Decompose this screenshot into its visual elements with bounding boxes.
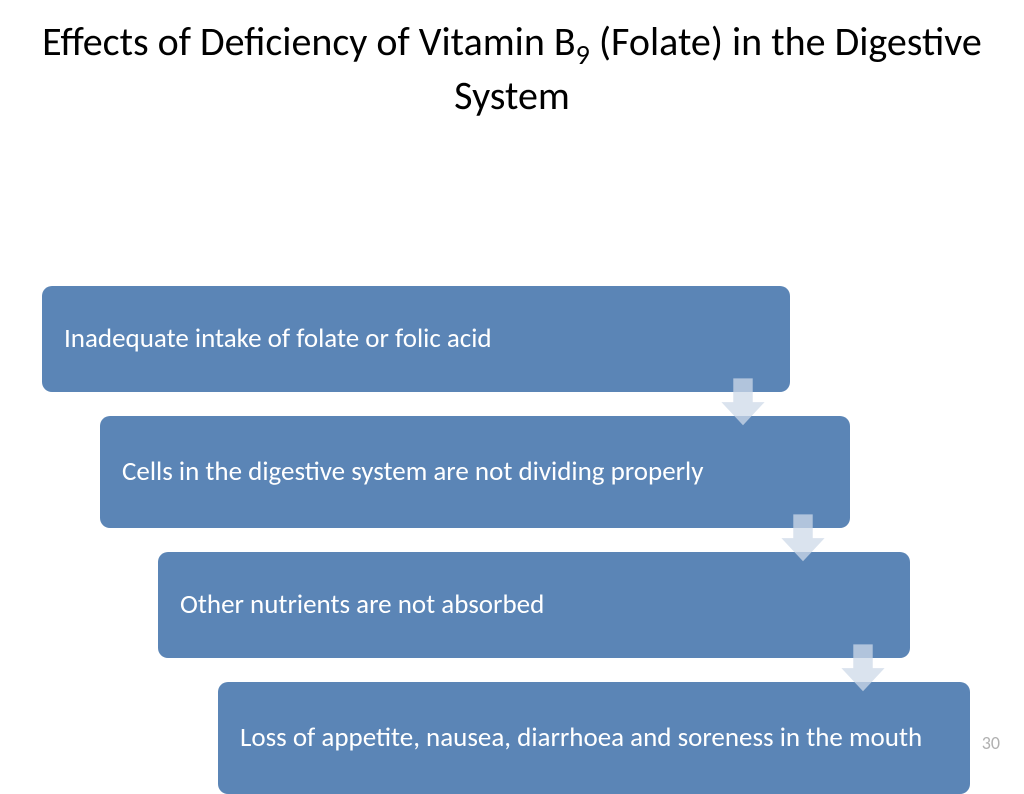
title-pre: Effects of Deficiency of Vitamin B — [42, 17, 576, 66]
title-subscript: 9 — [576, 37, 590, 72]
flow-step-4: Loss of appetite, nausea, diarrhoea and … — [218, 682, 970, 794]
flow-step-label: Other nutrients are not absorbed — [180, 588, 544, 622]
flow-step-3: Other nutrients are not absorbed — [158, 552, 910, 658]
down-arrow-icon — [716, 374, 770, 428]
flow-step-2: Cells in the digestive system are not di… — [100, 416, 850, 528]
flow-step-label: Inadequate intake of folate or folic aci… — [64, 322, 492, 356]
flow-step-label: Cells in the digestive system are not di… — [122, 455, 703, 489]
page-number: 30 — [982, 732, 1000, 754]
flow-step-label: Loss of appetite, nausea, diarrhoea and … — [240, 721, 922, 755]
slide-title: Effects of Deficiency of Vitamin B9 (Fol… — [0, 0, 1024, 128]
down-arrow-icon — [836, 640, 890, 694]
flow-step-1: Inadequate intake of folate or folic aci… — [42, 286, 790, 392]
down-arrow-icon — [776, 510, 830, 564]
